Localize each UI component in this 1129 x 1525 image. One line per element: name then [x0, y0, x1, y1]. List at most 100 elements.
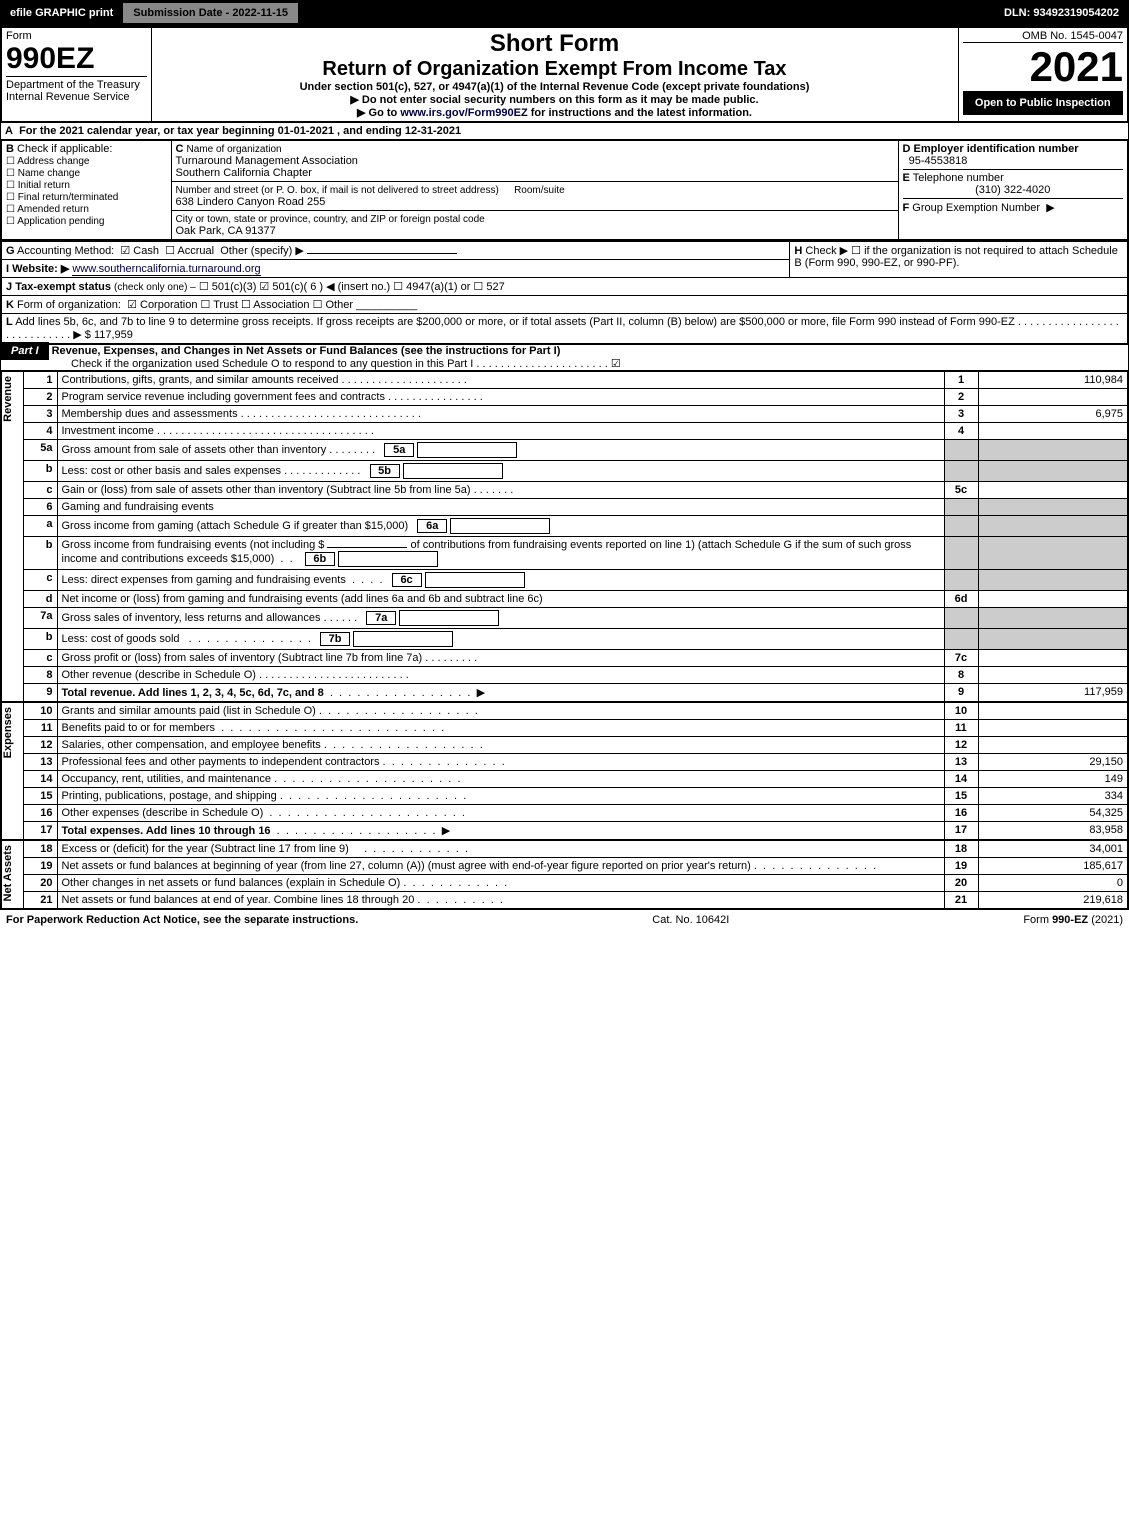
room-label: Room/suite: [514, 185, 565, 196]
line-17-text: Total expenses. Add lines 10 through 16: [62, 825, 271, 837]
tax-year: 2021: [963, 43, 1124, 91]
website-link[interactable]: www.southerncalifornia.turnaround.org: [72, 263, 260, 276]
line-2-text: Program service revenue including govern…: [62, 391, 385, 403]
under-section: Under section 501(c), 527, or 4947(a)(1)…: [156, 81, 954, 93]
chk-address-change[interactable]: Address change: [17, 156, 89, 167]
line-15-box: 15: [944, 788, 978, 805]
chk-final-return[interactable]: Final return/terminated: [18, 192, 119, 203]
line-9-arrow: ▶: [477, 687, 485, 699]
line-6c-num: c: [46, 572, 52, 584]
line-5b-ibox: 5b: [370, 464, 400, 478]
line-7a-text: Gross sales of inventory, less returns a…: [62, 612, 321, 624]
line-7b-num: b: [46, 631, 53, 643]
line-12-text: Salaries, other compensation, and employ…: [62, 739, 321, 751]
line-13-num: 13: [40, 756, 52, 768]
line-6-text: Gaming and fundraising events: [62, 501, 214, 513]
line-2-box: 2: [944, 389, 978, 406]
efile-label: efile GRAPHIC print: [4, 7, 119, 19]
footer-mid: Cat. No. 10642I: [652, 914, 729, 926]
org-name-2: Southern California Chapter: [176, 167, 312, 179]
goto-url[interactable]: www.irs.gov/Form990EZ: [400, 107, 527, 119]
line-3-box: 3: [944, 406, 978, 423]
G-cash[interactable]: Cash: [133, 245, 159, 257]
line-1-text: Contributions, gifts, grants, and simila…: [62, 374, 339, 386]
line-5c-num: c: [46, 484, 52, 496]
chk-amended-return[interactable]: Amended return: [17, 204, 89, 215]
B-label: Check if applicable:: [17, 143, 112, 155]
G-other[interactable]: Other (specify) ▶: [220, 245, 304, 257]
J-sub: (check only one) ‒: [114, 282, 196, 293]
line-5b-text: Less: cost or other basis and sales expe…: [62, 465, 282, 477]
part-I-check-line: Check if the organization used Schedule …: [1, 358, 473, 370]
line-9-text: Total revenue. Add lines 1, 2, 3, 4, 5c,…: [62, 687, 324, 699]
no-ssn-note: ▶ Do not enter social security numbers o…: [156, 93, 954, 106]
J-opts[interactable]: ☐ 501(c)(3) ☑ 501(c)( 6 ) ◀ (insert no.)…: [199, 281, 505, 293]
K-label: Form of organization:: [17, 299, 121, 311]
city-value: Oak Park, CA 91377: [176, 225, 276, 237]
street-value: 638 Lindero Canyon Road 255: [176, 196, 326, 208]
J-label: Tax-exempt status: [15, 281, 111, 293]
line-6a-num: a: [46, 518, 52, 530]
line-20-text: Other changes in net assets or fund bala…: [62, 877, 401, 889]
revenue-side-label: Revenue: [2, 372, 14, 426]
line-6b-text1: Gross income from fundraising events (no…: [62, 539, 325, 551]
netassets-side-label: Net Assets: [2, 841, 14, 905]
line-3-amt: 6,975: [978, 406, 1128, 423]
line-6c-ibox: 6c: [392, 573, 422, 587]
line-15-num: 15: [40, 790, 52, 802]
part-I-title: Revenue, Expenses, and Changes in Net As…: [52, 345, 561, 357]
line-7c-box: 7c: [944, 650, 978, 667]
chk-name-change[interactable]: Name change: [18, 168, 80, 179]
ghijkl-block: G Accounting Method: ☑ Cash ☐ Accrual Ot…: [0, 241, 1129, 345]
line-1-box: 1: [944, 372, 978, 389]
line-7a-num: 7a: [40, 610, 52, 622]
part-I-checkmark[interactable]: ☑: [611, 358, 621, 370]
return-title: Return of Organization Exempt From Incom…: [156, 58, 954, 81]
line-16-num: 16: [40, 807, 52, 819]
line-6c-text: Less: direct expenses from gaming and fu…: [62, 574, 346, 586]
line-20-amt: 0: [978, 875, 1128, 892]
line-A-text: For the 2021 calendar year, or tax year …: [19, 125, 461, 137]
line-6a-text: Gross income from gaming (attach Schedul…: [62, 520, 409, 532]
org-name-1: Turnaround Management Association: [176, 155, 358, 167]
line-6d-amt: [978, 591, 1128, 608]
ein-value: 95-4553818: [909, 155, 968, 167]
chk-initial-return[interactable]: Initial return: [18, 180, 70, 191]
line-A: A For the 2021 calendar year, or tax yea…: [0, 123, 1129, 140]
H-text: Check ▶ ☐ if the organization is not req…: [794, 245, 1117, 269]
line-1-amt: 110,984: [978, 372, 1128, 389]
line-16-text: Other expenses (describe in Schedule O): [62, 807, 264, 819]
line-7b-ibox: 7b: [320, 632, 350, 646]
form-header: Form 990EZ Department of the Treasury In…: [0, 26, 1129, 123]
line-10-num: 10: [40, 705, 52, 717]
line-5c-box: 5c: [944, 482, 978, 499]
line-9-box: 9: [944, 684, 978, 703]
goto-link[interactable]: ▶ Go to www.irs.gov/Form990EZ for instru…: [156, 106, 954, 119]
line-21-box: 21: [944, 892, 978, 910]
line-8-box: 8: [944, 667, 978, 684]
line-14-box: 14: [944, 771, 978, 788]
form-number: 990EZ: [6, 42, 147, 76]
line-7c-amt: [978, 650, 1128, 667]
line-7a-ibox: 7a: [366, 611, 396, 625]
line-15-amt: 334: [978, 788, 1128, 805]
line-17-box: 17: [944, 822, 978, 841]
G-accrual[interactable]: Accrual: [177, 245, 214, 257]
line-18-text: Excess or (deficit) for the year (Subtra…: [62, 843, 349, 855]
line-21-text: Net assets or fund balances at end of ye…: [62, 894, 415, 906]
L-text: Add lines 5b, 6c, and 7b to line 9 to de…: [15, 316, 1015, 328]
line-7b-text: Less: cost of goods sold: [62, 633, 180, 645]
line-16-box: 16: [944, 805, 978, 822]
line-14-amt: 149: [978, 771, 1128, 788]
K-opts[interactable]: ☑ Corporation ☐ Trust ☐ Association ☐ Ot…: [127, 299, 417, 311]
line-14-text: Occupancy, rent, utilities, and maintena…: [62, 773, 272, 785]
line-8-text: Other revenue (describe in Schedule O): [62, 669, 256, 681]
line-16-amt: 54,325: [978, 805, 1128, 822]
I-label: Website: ▶: [12, 263, 69, 275]
line-6d-text: Net income or (loss) from gaming and fun…: [62, 593, 543, 605]
line-7c-num: c: [46, 652, 52, 664]
chk-application-pending[interactable]: Application pending: [17, 216, 104, 227]
line-17-amt: 83,958: [978, 822, 1128, 841]
D-label: Employer identification number: [914, 143, 1079, 155]
omb-number: OMB No. 1545-0047: [963, 30, 1124, 43]
